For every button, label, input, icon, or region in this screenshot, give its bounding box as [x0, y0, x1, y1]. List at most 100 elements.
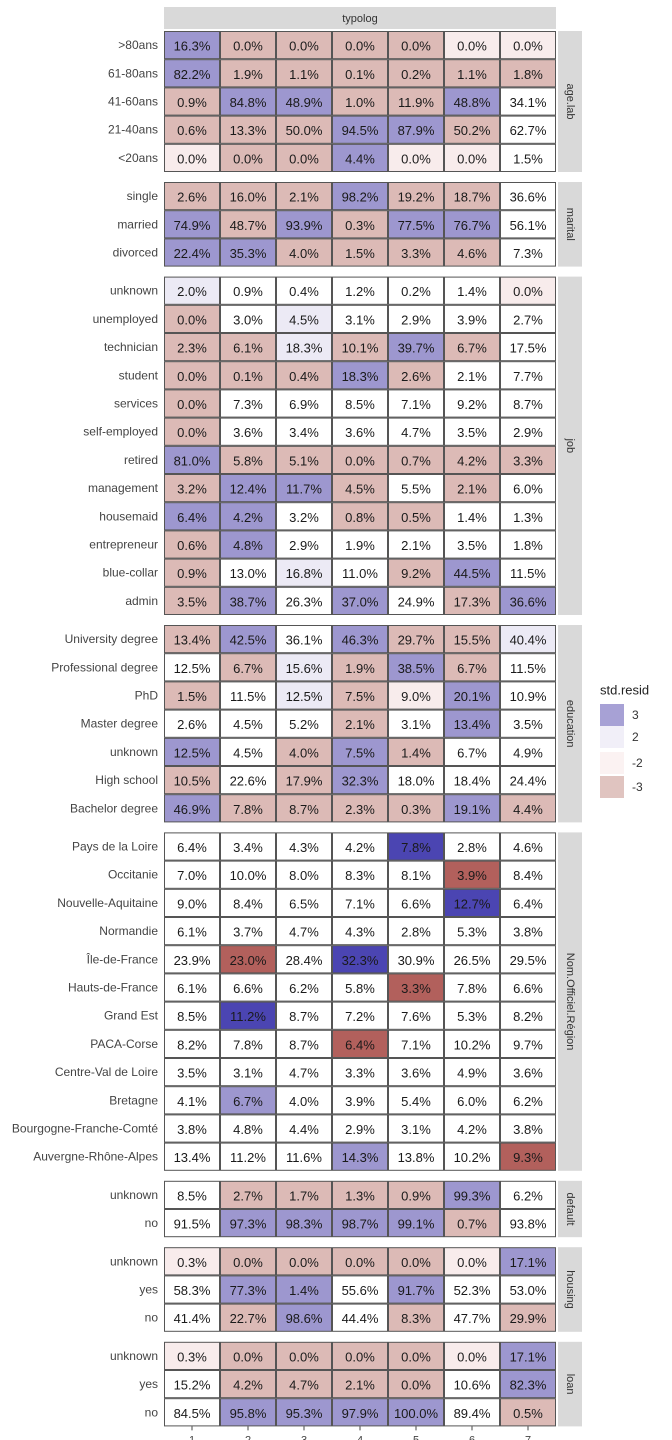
cell-value: 12.4% [230, 482, 267, 497]
row-label: Île-de-France [86, 951, 159, 966]
heatmap-cell [332, 1247, 388, 1276]
cell-value: 6.7% [457, 661, 487, 676]
heatmap-cell [444, 276, 500, 305]
heatmap-cell [500, 182, 556, 211]
cell-value: 99.1% [398, 1217, 435, 1232]
row-label: Hauts-de-France [68, 981, 158, 995]
cell-value: 6.7% [233, 661, 263, 676]
heatmap-cell [444, 417, 500, 446]
heatmap-cell [444, 87, 500, 116]
heatmap-cell [444, 389, 500, 418]
heatmap-cell [276, 1142, 332, 1171]
cell-value: 3.8% [513, 925, 543, 940]
heatmap-cell [444, 361, 500, 390]
cell-value: 1.5% [513, 151, 543, 166]
cell-value: 50.0% [286, 123, 323, 138]
cell-value: 4.0% [289, 246, 319, 261]
heatmap-cell [164, 1303, 220, 1332]
legend-key [600, 726, 624, 748]
cell-value: 36.1% [286, 633, 323, 648]
cell-value: 6.7% [457, 745, 487, 760]
cell-value: 15.2% [174, 1378, 211, 1393]
cell-value: 3.8% [513, 1122, 543, 1137]
cell-value: 98.7% [342, 1217, 379, 1232]
row-label: High school [95, 773, 158, 787]
cell-value: 3.3% [513, 453, 543, 468]
heatmap-cell [444, 1303, 500, 1332]
facet-strip-label: marital [564, 208, 576, 241]
cell-value: 4.4% [345, 151, 375, 166]
heatmap-cell [220, 333, 276, 362]
heatmap-cell [444, 238, 500, 267]
heatmap-cell [332, 210, 388, 239]
x-tick-label: 2 [245, 1434, 251, 1440]
heatmap-cell [444, 681, 500, 710]
row-label: 21-40ans [108, 123, 158, 137]
heatmap-cell [444, 304, 500, 333]
heatmap-cell [276, 1341, 332, 1371]
heatmap-cell [388, 1180, 444, 1210]
cell-value: 0.0% [289, 151, 319, 166]
heatmap-cell [500, 276, 556, 305]
heatmap-cell [332, 182, 388, 211]
heatmap-cell [332, 945, 388, 974]
cell-value: 8.2% [177, 1037, 207, 1052]
heatmap-cell [220, 1370, 276, 1399]
cell-value: 3.9% [345, 1094, 375, 1109]
heatmap-cell [500, 1398, 556, 1427]
heatmap-cell [332, 888, 388, 917]
cell-value: 10.5% [174, 774, 211, 789]
heatmap-cell [388, 1209, 444, 1238]
x-tick-label: 1 [189, 1434, 195, 1440]
heatmap-cell [164, 860, 220, 889]
cell-value: 4.2% [457, 1122, 487, 1137]
cell-value: 4.7% [289, 925, 319, 940]
heatmap-cell [444, 502, 500, 531]
cell-value: 2.0% [177, 284, 207, 299]
heatmap-cell [276, 860, 332, 889]
cell-value: 7.3% [233, 397, 263, 412]
heatmap-cell [332, 1209, 388, 1238]
heatmap-cell [164, 530, 220, 559]
top-strip-label: typolog [342, 13, 377, 25]
row-label: yes [139, 1283, 158, 1297]
cell-value: 0.0% [457, 1349, 487, 1364]
cell-value: 6.4% [177, 840, 207, 855]
heatmap-cell [332, 558, 388, 587]
heatmap-cell [332, 143, 388, 173]
heatmap-cell [500, 474, 556, 503]
heatmap-cell [220, 238, 276, 267]
heatmap-cell [500, 558, 556, 587]
cell-value: 11.9% [398, 95, 434, 110]
cell-value: 8.0% [289, 868, 319, 883]
cell-value: 4.7% [401, 425, 431, 440]
cell-value: 44.4% [342, 1311, 379, 1326]
heatmap-cell [500, 945, 556, 974]
heatmap-cell [332, 502, 388, 531]
heatmap-cell [388, 737, 444, 766]
heatmap-cell [164, 586, 220, 615]
heatmap-cell [332, 681, 388, 710]
row-label: Bachelor degree [70, 801, 158, 815]
facet-strip [558, 1341, 582, 1427]
heatmap-cell [276, 143, 332, 173]
heatmap-cell [276, 794, 332, 823]
cell-value: 82.3% [510, 1378, 547, 1393]
cell-value: 6.7% [233, 1094, 263, 1109]
facet-strip-label: housing [564, 1270, 576, 1309]
heatmap-cell [332, 860, 388, 889]
cell-value: 32.3% [342, 953, 379, 968]
heatmap-cell [164, 1180, 220, 1210]
cell-value: 6.1% [177, 981, 207, 996]
heatmap-cell [444, 115, 500, 144]
cell-value: 18.0% [398, 774, 435, 789]
heatmap-cell [164, 888, 220, 917]
heatmap-cell [164, 681, 220, 710]
heatmap-cell [276, 832, 332, 861]
cell-value: 4.8% [233, 1122, 263, 1137]
cell-value: 4.8% [233, 538, 263, 553]
cell-value: 3.9% [457, 312, 487, 327]
cell-value: 3.5% [177, 594, 207, 609]
heatmap-cell [388, 766, 444, 795]
cell-value: 0.0% [177, 312, 207, 327]
